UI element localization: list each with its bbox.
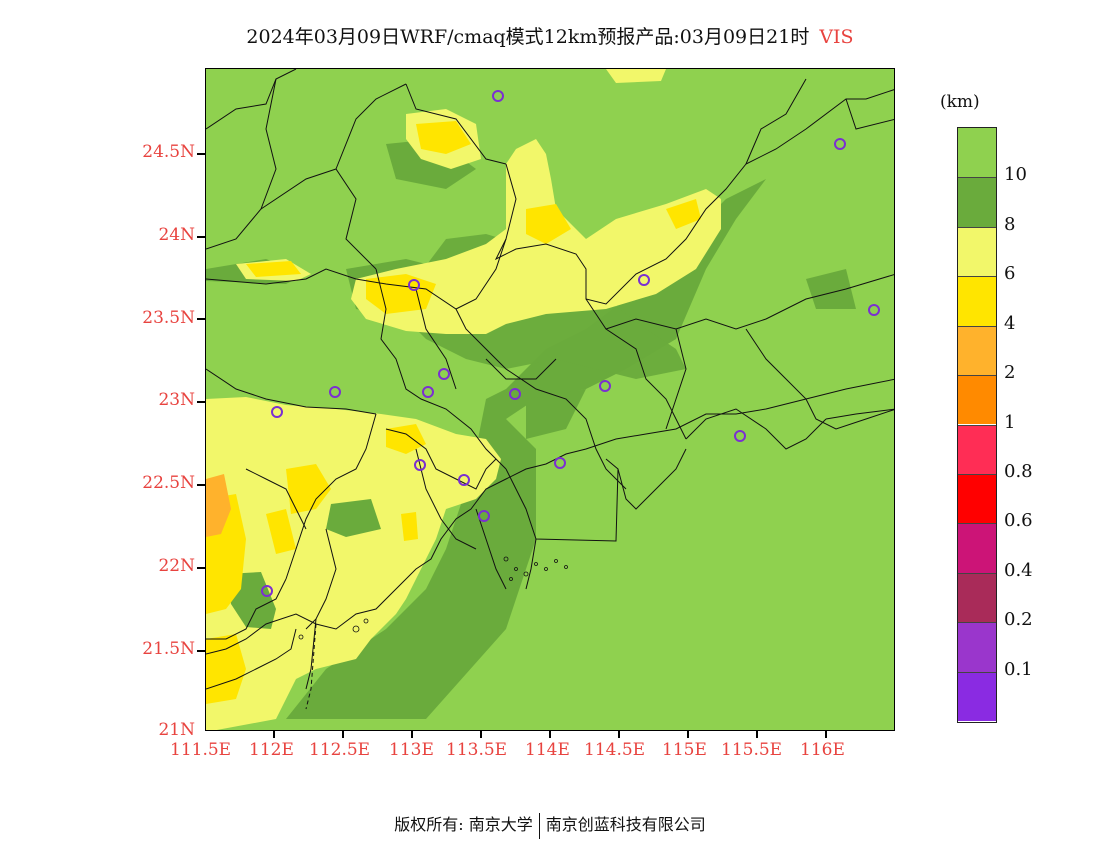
lat-tick-label: 21N: [158, 720, 195, 740]
lat-tick: [197, 567, 205, 569]
lat-tick: [197, 318, 205, 320]
lon-tick: [618, 731, 620, 738]
lat-tick: [197, 401, 205, 403]
colorbar-swatch: [958, 226, 996, 277]
lon-tick-label: 111.5E: [170, 740, 232, 760]
lat-tick-label: 23.5N: [142, 308, 195, 328]
station-marker: [868, 304, 880, 316]
coastline: [206, 378, 894, 655]
colorbar-swatch: [958, 572, 996, 623]
colorbar-swatch: [958, 177, 996, 227]
station-marker: [458, 474, 470, 486]
chart-title: 2024年03月09日WRF/cmaq模式12km预报产品:03月09日21时 V…: [0, 22, 1100, 49]
lon-tick-label: 115E: [662, 740, 707, 760]
station-marker: [734, 430, 746, 442]
lon-tick-label: 116E: [800, 740, 845, 760]
station-marker: [329, 386, 341, 398]
lat-tick-label: 22N: [158, 556, 195, 576]
lon-tick-label: 113.5E: [446, 740, 508, 760]
station-marker: [492, 90, 504, 102]
colorbar-swatch: [958, 523, 996, 573]
lon-tick-label: 114.5E: [584, 740, 646, 760]
station-marker: [408, 279, 420, 291]
station-markers: [261, 90, 880, 597]
admin-boundaries: [206, 69, 894, 690]
lat-tick-label: 23N: [158, 390, 195, 410]
vis-2-zones: [206, 474, 231, 537]
maritime-boundary: [305, 623, 317, 710]
colorbar-label: 0.8: [1004, 460, 1033, 482]
lat-tick-label: 24N: [158, 225, 195, 245]
colorbar-swatch: [958, 276, 996, 326]
station-marker: [554, 457, 566, 469]
station-marker: [271, 406, 283, 418]
lon-tick-label: 112E: [249, 740, 294, 760]
lat-tick-label: 24.5N: [142, 142, 195, 162]
colorbar-swatch: [958, 622, 996, 672]
islands: [298, 556, 568, 640]
colorbar-label: 10: [1004, 164, 1027, 186]
legend-unit: (km): [940, 92, 980, 112]
visibility-map: [205, 68, 895, 731]
lat-tick-label: 21.5N: [142, 639, 195, 659]
lon-tick: [480, 731, 482, 738]
colorbar-swatch: [958, 128, 996, 178]
colorbar-swatch: [958, 325, 996, 376]
lon-tick: [411, 731, 413, 738]
footer-separator: [538, 812, 540, 839]
colorbar-label: 0.6: [1004, 510, 1033, 532]
lat-tick-label: 22.5N: [142, 473, 195, 493]
colorbar-label: 4: [1004, 312, 1016, 334]
lon-tick: [687, 731, 689, 738]
lon-tick-label: 115.5E: [721, 740, 783, 760]
colorbar-swatch: [958, 473, 996, 524]
colorbar-label: 6: [1004, 263, 1016, 285]
lat-tick: [197, 484, 205, 486]
lon-tick: [756, 731, 758, 738]
colorbar-swatch: [958, 375, 996, 425]
lon-tick: [549, 731, 551, 738]
colorbar-swatch: [958, 671, 996, 721]
colorbar-label: 8: [1004, 213, 1016, 235]
footer: 版权所有: 南京大学 南京创蓝科技有限公司: [0, 811, 1100, 839]
station-marker: [478, 510, 490, 522]
lon-tick: [273, 731, 275, 738]
title-text: 2024年03月09日WRF/cmaq模式12km预报产品:03月09日21时: [246, 26, 810, 48]
colorbar: [957, 127, 997, 723]
company-text: 南京创蓝科技有限公司: [545, 815, 706, 834]
lat-tick: [197, 236, 205, 238]
lon-tick: [825, 731, 827, 738]
lat-tick: [197, 650, 205, 652]
station-marker: [414, 459, 426, 471]
lat-tick: [197, 153, 205, 155]
copyright-text: 版权所有: 南京大学: [394, 815, 533, 834]
colorbar-label: 0.2: [1004, 609, 1033, 631]
colorbar-label: 1: [1004, 411, 1016, 433]
station-marker: [422, 386, 434, 398]
colorbar-label: 2: [1004, 362, 1016, 384]
station-marker: [834, 138, 846, 150]
lon-tick-label: 112.5E: [309, 740, 371, 760]
station-marker: [599, 380, 611, 392]
colorbar-swatch: [958, 424, 996, 474]
lon-tick-label: 113E: [389, 740, 434, 760]
map-canvas: [206, 69, 894, 730]
colorbar-label: 0.1: [1004, 658, 1033, 680]
station-marker: [509, 388, 521, 400]
station-marker: [438, 368, 450, 380]
station-marker: [261, 585, 273, 597]
lon-tick-label: 114E: [525, 740, 570, 760]
title-variable: VIS: [819, 26, 854, 48]
colorbar-label: 0.4: [1004, 559, 1033, 581]
station-marker: [638, 274, 650, 286]
lon-tick: [342, 731, 344, 738]
